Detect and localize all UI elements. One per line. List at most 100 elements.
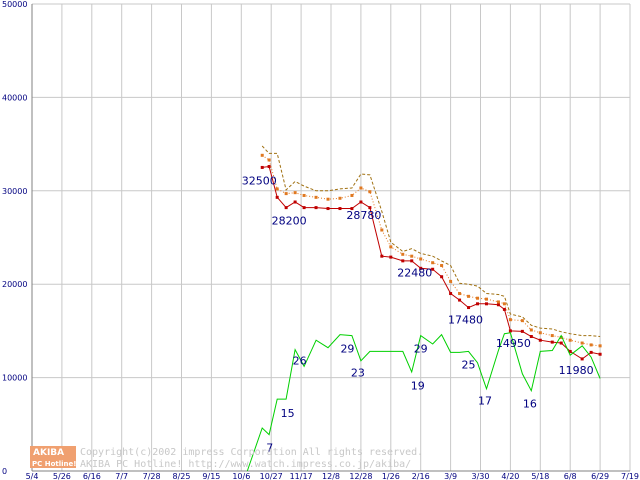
series-point-1: [496, 300, 500, 304]
series-point-1: [302, 193, 306, 197]
series-point-1: [380, 228, 384, 232]
x-tick-label: 2/16: [412, 472, 430, 480]
series-point-0: [440, 275, 444, 279]
series-point-0: [267, 165, 271, 169]
watermark: AKIBA PC Hotline! Copyright(c)2002 impre…: [30, 446, 423, 470]
series-point-0: [559, 341, 563, 345]
data-label: 16: [523, 397, 537, 410]
series-point-0: [508, 329, 512, 333]
series-line-0: [262, 165, 601, 360]
series-point-1: [284, 192, 288, 196]
series-point-1: [502, 302, 506, 306]
x-axis-ticks: 5/4 5/26 6/16 7/7 7/28 8/25 9/15 10/6 10/27 11/17…: [26, 472, 639, 480]
series-point-1: [580, 341, 584, 345]
series-point-0: [598, 352, 602, 356]
data-label: 29: [340, 342, 354, 355]
series-point-0: [580, 357, 584, 361]
series-point-0: [467, 306, 471, 310]
logo-top-text: AKIBA: [33, 448, 64, 458]
y-tick-label: 30000: [2, 187, 27, 196]
series-point-1: [293, 191, 297, 195]
series-point-1: [550, 334, 554, 338]
x-tick-label: 6/16: [83, 472, 101, 480]
copyright-text: Copyright(c)2002 impress Corporation All…: [80, 447, 423, 458]
series-point-1: [419, 257, 423, 261]
series-line-1: [261, 154, 601, 347]
series-point-0: [338, 207, 342, 211]
series-point-1: [326, 197, 330, 201]
series-point-1: [338, 196, 342, 200]
series-point-1: [559, 335, 563, 339]
x-tick-label: 5/4: [26, 472, 39, 480]
series-point-1: [314, 195, 318, 199]
series-point-0: [538, 338, 542, 342]
data-label: 11980: [559, 364, 594, 377]
y-tick-label: 0: [2, 467, 7, 476]
series-point-1: [389, 245, 393, 249]
series-point-1: [449, 279, 453, 283]
series-point-0: [589, 350, 593, 354]
x-tick-label: 3/9: [444, 472, 457, 480]
series-point-1: [350, 193, 354, 197]
site-url-text: AKIBA PC Hotline! http://www.watch.impre…: [80, 459, 411, 470]
series-point-1: [568, 338, 572, 342]
series-point-0: [458, 298, 462, 302]
x-tick-label: 12/28: [349, 472, 372, 480]
chart-grid: [31, 3, 631, 472]
series-point-1: [529, 328, 533, 332]
series-point-1: [401, 252, 405, 256]
series-point-0: [410, 259, 414, 263]
series-point-0: [520, 329, 524, 333]
y-tick-label: 40000: [2, 93, 27, 102]
series-point-0: [568, 349, 572, 353]
data-labels: 32500 28200 28780 22480 17480 14950 11980 7 15 26…: [242, 174, 594, 454]
series-point-1: [410, 254, 414, 258]
series-point-0: [293, 200, 297, 204]
series-point-1: [508, 318, 512, 322]
series-point-0: [484, 302, 488, 306]
x-tick-label: 5/26: [53, 472, 71, 480]
series-point-1: [440, 264, 444, 268]
data-label: 28200: [272, 214, 307, 227]
series-point-0: [284, 206, 288, 210]
series-point-0: [260, 165, 264, 169]
series-point-0: [389, 255, 393, 259]
series-point-1: [598, 344, 602, 348]
series-point-0: [275, 195, 279, 199]
series-point-1: [431, 261, 435, 265]
data-label: 23: [351, 367, 365, 380]
series-point-0: [401, 259, 405, 263]
x-tick-label: 10/6: [232, 472, 250, 480]
x-tick-label: 10/27: [260, 472, 283, 480]
series-point-0: [431, 267, 435, 271]
data-label: 26: [293, 355, 307, 368]
y-tick-label: 20000: [2, 280, 27, 289]
series-point-1: [589, 343, 593, 347]
series-point-1: [520, 319, 524, 323]
series-point-0: [326, 207, 330, 211]
series-point-1: [260, 153, 264, 157]
x-tick-label: 3/30: [472, 472, 490, 480]
series-point-1: [467, 294, 471, 298]
series-point-0: [380, 254, 384, 258]
x-tick-label: 9/15: [202, 472, 220, 480]
data-label: 17480: [448, 313, 483, 326]
x-tick-label: 6/8: [564, 472, 577, 480]
logo-bottom-text: PC Hotline!: [32, 460, 76, 468]
x-tick-label: 11/17: [290, 472, 313, 480]
series-point-0: [550, 340, 554, 344]
akiba-logo: [30, 446, 76, 468]
x-tick-label: 6/29: [591, 472, 609, 480]
data-label: 19: [411, 380, 425, 393]
data-label: 22480: [397, 267, 432, 280]
data-label: 14950: [496, 337, 531, 350]
series-point-1: [484, 297, 488, 301]
data-label: 15: [281, 407, 295, 420]
y-tick-label: 50000: [2, 0, 27, 9]
y-tick-label: 10000: [2, 374, 27, 383]
series-point-0: [419, 266, 423, 270]
x-tick-label: 8/25: [173, 472, 191, 480]
data-label: 32500: [242, 174, 277, 187]
data-label: 17: [478, 395, 492, 408]
